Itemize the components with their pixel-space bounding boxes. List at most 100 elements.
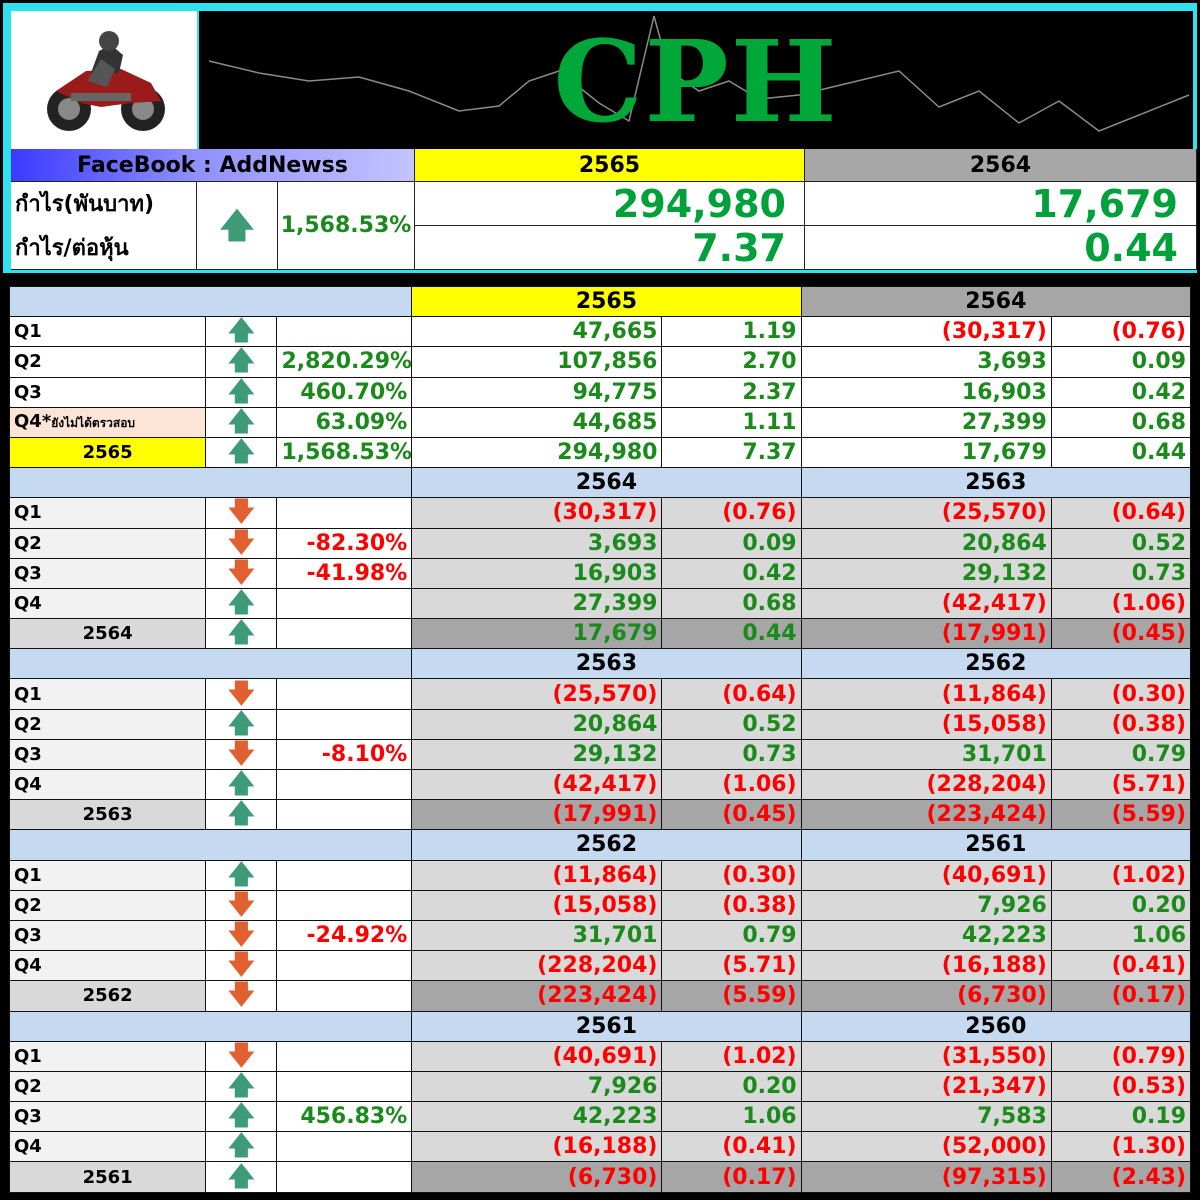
row-label-text: Q3 <box>14 925 42 947</box>
eps-current: (0.64) <box>661 678 802 710</box>
growth-percent <box>276 859 413 891</box>
profit-current: (6,730) <box>411 1161 663 1193</box>
quarter-row: Q4 🡅 (42,417) (1.06) (228,204) (5.71) <box>8 768 1192 801</box>
trend-cell: 🡅 <box>205 587 278 620</box>
profit-previous: 20,864 <box>800 527 1052 559</box>
trend-cell: 🡅 <box>205 406 278 438</box>
eps-current: (0.30) <box>661 859 802 891</box>
profit-previous: 17,679 <box>800 436 1052 469</box>
arrow-up-icon: 🡅 <box>228 769 255 800</box>
profit-current: (25,570) <box>411 678 663 710</box>
row-label-text: 2562 <box>82 985 133 1007</box>
row-label-text: Q2 <box>14 894 42 916</box>
eps-current: 0.20 <box>661 1070 802 1103</box>
row-label-text: Q2 <box>14 532 42 554</box>
quarter-row: Q4 🡅 27,399 0.68 (42,417) (1.06) <box>8 587 1192 620</box>
growth-percent: -8.10% <box>276 738 413 771</box>
row-label-text: Q3 <box>14 743 42 765</box>
section-year-current: 2562 <box>411 829 802 861</box>
eps-previous: 0.44 <box>805 226 1197 270</box>
arrow-up-icon: 🡅 <box>228 618 255 649</box>
growth-percent <box>276 497 413 529</box>
facebook-link[interactable]: FaceBook : AddNewss <box>11 149 415 182</box>
eps-previous: (0.30) <box>1050 678 1192 710</box>
trend-cell: 🡅 <box>205 799 278 831</box>
row-label-text: Q4 <box>14 592 42 614</box>
arrow-down-icon: 🡇 <box>228 497 255 528</box>
eps-current: (0.76) <box>661 497 802 529</box>
eps-previous: 1.06 <box>1050 919 1192 952</box>
eps-previous: 0.52 <box>1050 527 1192 559</box>
year-total-row: 2561 🡅 (6,730) (0.17) (97,315) (2.43) <box>8 1161 1192 1193</box>
eps-current: 0.52 <box>661 708 802 740</box>
profit-current: (15,058) <box>411 889 663 921</box>
arrow-down-icon: 🡇 <box>228 1041 255 1071</box>
year-total-row: 2565 🡅 1,568.53% 294,980 7.37 17,679 0.44 <box>8 436 1192 469</box>
profit-current: 42,223 <box>411 1101 663 1133</box>
section-year-current: 2561 <box>411 1010 802 1042</box>
quarter-row: Q4*ยังไม่ได้ตรวสอบ 🡅 63.09% 44,685 1.11 27,39… <box>8 406 1192 438</box>
section-header-row: 2563 2562 <box>8 648 1192 680</box>
arrow-up-icon: 🡅 <box>228 1101 255 1132</box>
eps-current: (5.59) <box>661 980 802 1012</box>
row-label-text: Q2 <box>14 351 42 373</box>
eps-previous: (5.59) <box>1050 799 1192 831</box>
trend-cell: 🡅 <box>205 1131 278 1163</box>
row-label-text: Q4 <box>14 1136 42 1158</box>
profit-current: 47,665 <box>411 316 663 348</box>
profit-previous: (52,000) <box>800 1131 1052 1163</box>
trend-cell: 🡇 <box>205 738 278 771</box>
row-label-text: Q1 <box>14 683 42 705</box>
section-header-row: 2562 2561 <box>8 829 1192 861</box>
motorcycle-logo <box>11 11 197 149</box>
quarter-row: Q1 🡇 (40,691) (1.02) (31,550) (0.79) <box>8 1040 1192 1072</box>
section-year-previous: 2562 <box>800 648 1192 680</box>
trend-cell: 🡅 <box>205 859 278 891</box>
trend-cell: 🡇 <box>205 527 278 559</box>
profit-previous: (15,058) <box>800 708 1052 740</box>
profit-current: 294,980 <box>415 182 805 226</box>
row-label: Q1 <box>8 316 207 348</box>
trend-cell: 🡅 <box>205 708 278 740</box>
eps-previous: (0.17) <box>1050 980 1192 1012</box>
quarterly-table: 2565 2564 Q1 🡅 47,665 1.19 (30,317) (0.76) Q2 🡅 2,… <box>8 285 1192 1193</box>
trend-cell: 🡅 <box>205 618 278 650</box>
profit-current: (223,424) <box>411 980 663 1012</box>
row-label: Q3 <box>8 376 207 408</box>
eps-previous: 0.79 <box>1050 738 1192 771</box>
profit-current: 94,775 <box>411 376 663 408</box>
profit-current: 31,701 <box>411 919 663 952</box>
growth-percent: 2,820.29% <box>276 346 413 378</box>
row-label: 2562 <box>8 980 207 1012</box>
eps-current: (1.06) <box>661 768 802 801</box>
quarter-row: Q1 🡇 (30,317) (0.76) (25,570) (0.64) <box>8 497 1192 529</box>
unaudited-note: ยังไม่ได้ตรวสอบ <box>51 416 136 431</box>
row-label: Q1 <box>8 859 207 891</box>
profit-current: 17,679 <box>411 618 663 650</box>
profit-previous: (6,730) <box>800 980 1052 1012</box>
section-header-blank <box>8 829 413 861</box>
arrow-down-icon: 🡇 <box>228 558 255 588</box>
trend-cell: 🡇 <box>205 497 278 529</box>
profit-current: 107,856 <box>411 346 663 378</box>
profit-current: 3,693 <box>411 527 663 559</box>
row-label-text: Q3 <box>14 381 42 403</box>
title-banner: CPH <box>199 11 1193 149</box>
quarter-row: Q2 🡇 -82.30% 3,693 0.09 20,864 0.52 <box>8 527 1192 559</box>
growth-percent: 1,568.53% <box>278 182 415 270</box>
row-label-text: Q1 <box>14 864 42 886</box>
row-label-text: 2565 <box>82 442 133 464</box>
row-label-text: Q3 <box>14 1106 42 1128</box>
row-label-text: Q4* <box>14 411 52 433</box>
eps-previous: (2.43) <box>1050 1161 1192 1193</box>
profit-previous: (42,417) <box>800 587 1052 620</box>
quarter-row: Q1 🡅 47,665 1.19 (30,317) (0.76) <box>8 316 1192 348</box>
quarter-row: Q3 🡇 -24.92% 31,701 0.79 42,223 1.06 <box>8 919 1192 952</box>
year-current-header: 2565 <box>415 149 805 182</box>
company-ticker: CPH <box>553 17 839 148</box>
trend-cell: 🡇 <box>205 557 278 589</box>
growth-percent: 1,568.53% <box>276 436 413 469</box>
trend-cell: 🡅 <box>205 768 278 801</box>
eps-previous: (0.38) <box>1050 708 1192 740</box>
year-total-row: 2563 🡅 (17,991) (0.45) (223,424) (5.59) <box>8 799 1192 831</box>
